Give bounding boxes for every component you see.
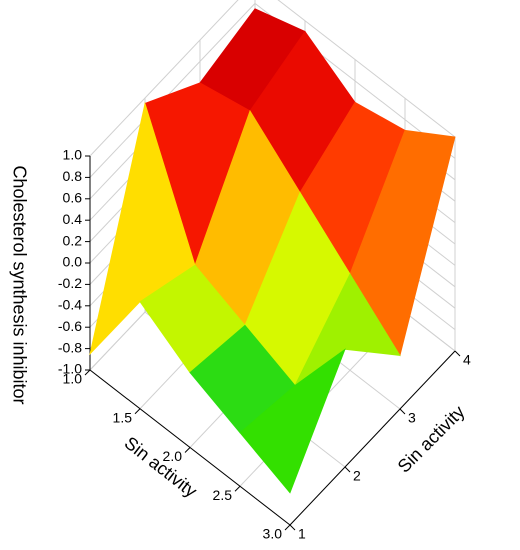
x-tick xyxy=(184,447,191,453)
z-tick-label: -0.2 xyxy=(58,275,82,291)
z-tick-label: 0.2 xyxy=(63,232,83,248)
y-tick xyxy=(289,524,296,531)
y-tick-label: 3 xyxy=(408,410,416,426)
y-tick-label: 1 xyxy=(298,526,306,542)
surface-patch xyxy=(239,348,346,494)
y-tick xyxy=(344,466,351,473)
y-tick-label: 2 xyxy=(353,468,361,484)
x-tick-label: 1.5 xyxy=(113,409,133,425)
y-tick xyxy=(399,408,406,415)
x-axis-title: Sin activity xyxy=(121,433,201,502)
x-tick-label: 2.0 xyxy=(163,448,183,464)
z-tick-label: -0.8 xyxy=(58,339,82,355)
y-axis xyxy=(289,350,456,526)
grid-line xyxy=(89,3,256,178)
z-tick-label: 0.6 xyxy=(63,190,83,206)
x-tick-label: 3.0 xyxy=(263,526,283,542)
x-tick xyxy=(234,485,241,492)
x-tick xyxy=(134,408,141,415)
x-tick-label: 2.5 xyxy=(213,487,233,503)
z-tick-label: -0.4 xyxy=(58,297,82,313)
z-tick-label: 1.0 xyxy=(63,147,83,163)
z-tick-label: -1.0 xyxy=(58,361,82,377)
z-tick-label: 0.4 xyxy=(63,211,83,227)
y-tick xyxy=(454,350,461,357)
y-tick-label: 4 xyxy=(463,352,471,368)
x-tick xyxy=(84,369,91,376)
z-axis-title: Cholesterol synthesis inhibitor xyxy=(9,165,29,404)
y-axis-title: Sin activity xyxy=(394,402,469,477)
x-tick xyxy=(284,524,291,531)
z-tick-label: 0.0 xyxy=(63,254,83,270)
z-tick-label: 0.8 xyxy=(63,168,83,184)
z-tick-label: -0.6 xyxy=(58,318,82,334)
x-tick-label: 1.0 xyxy=(63,371,83,387)
grid-line xyxy=(89,0,239,157)
